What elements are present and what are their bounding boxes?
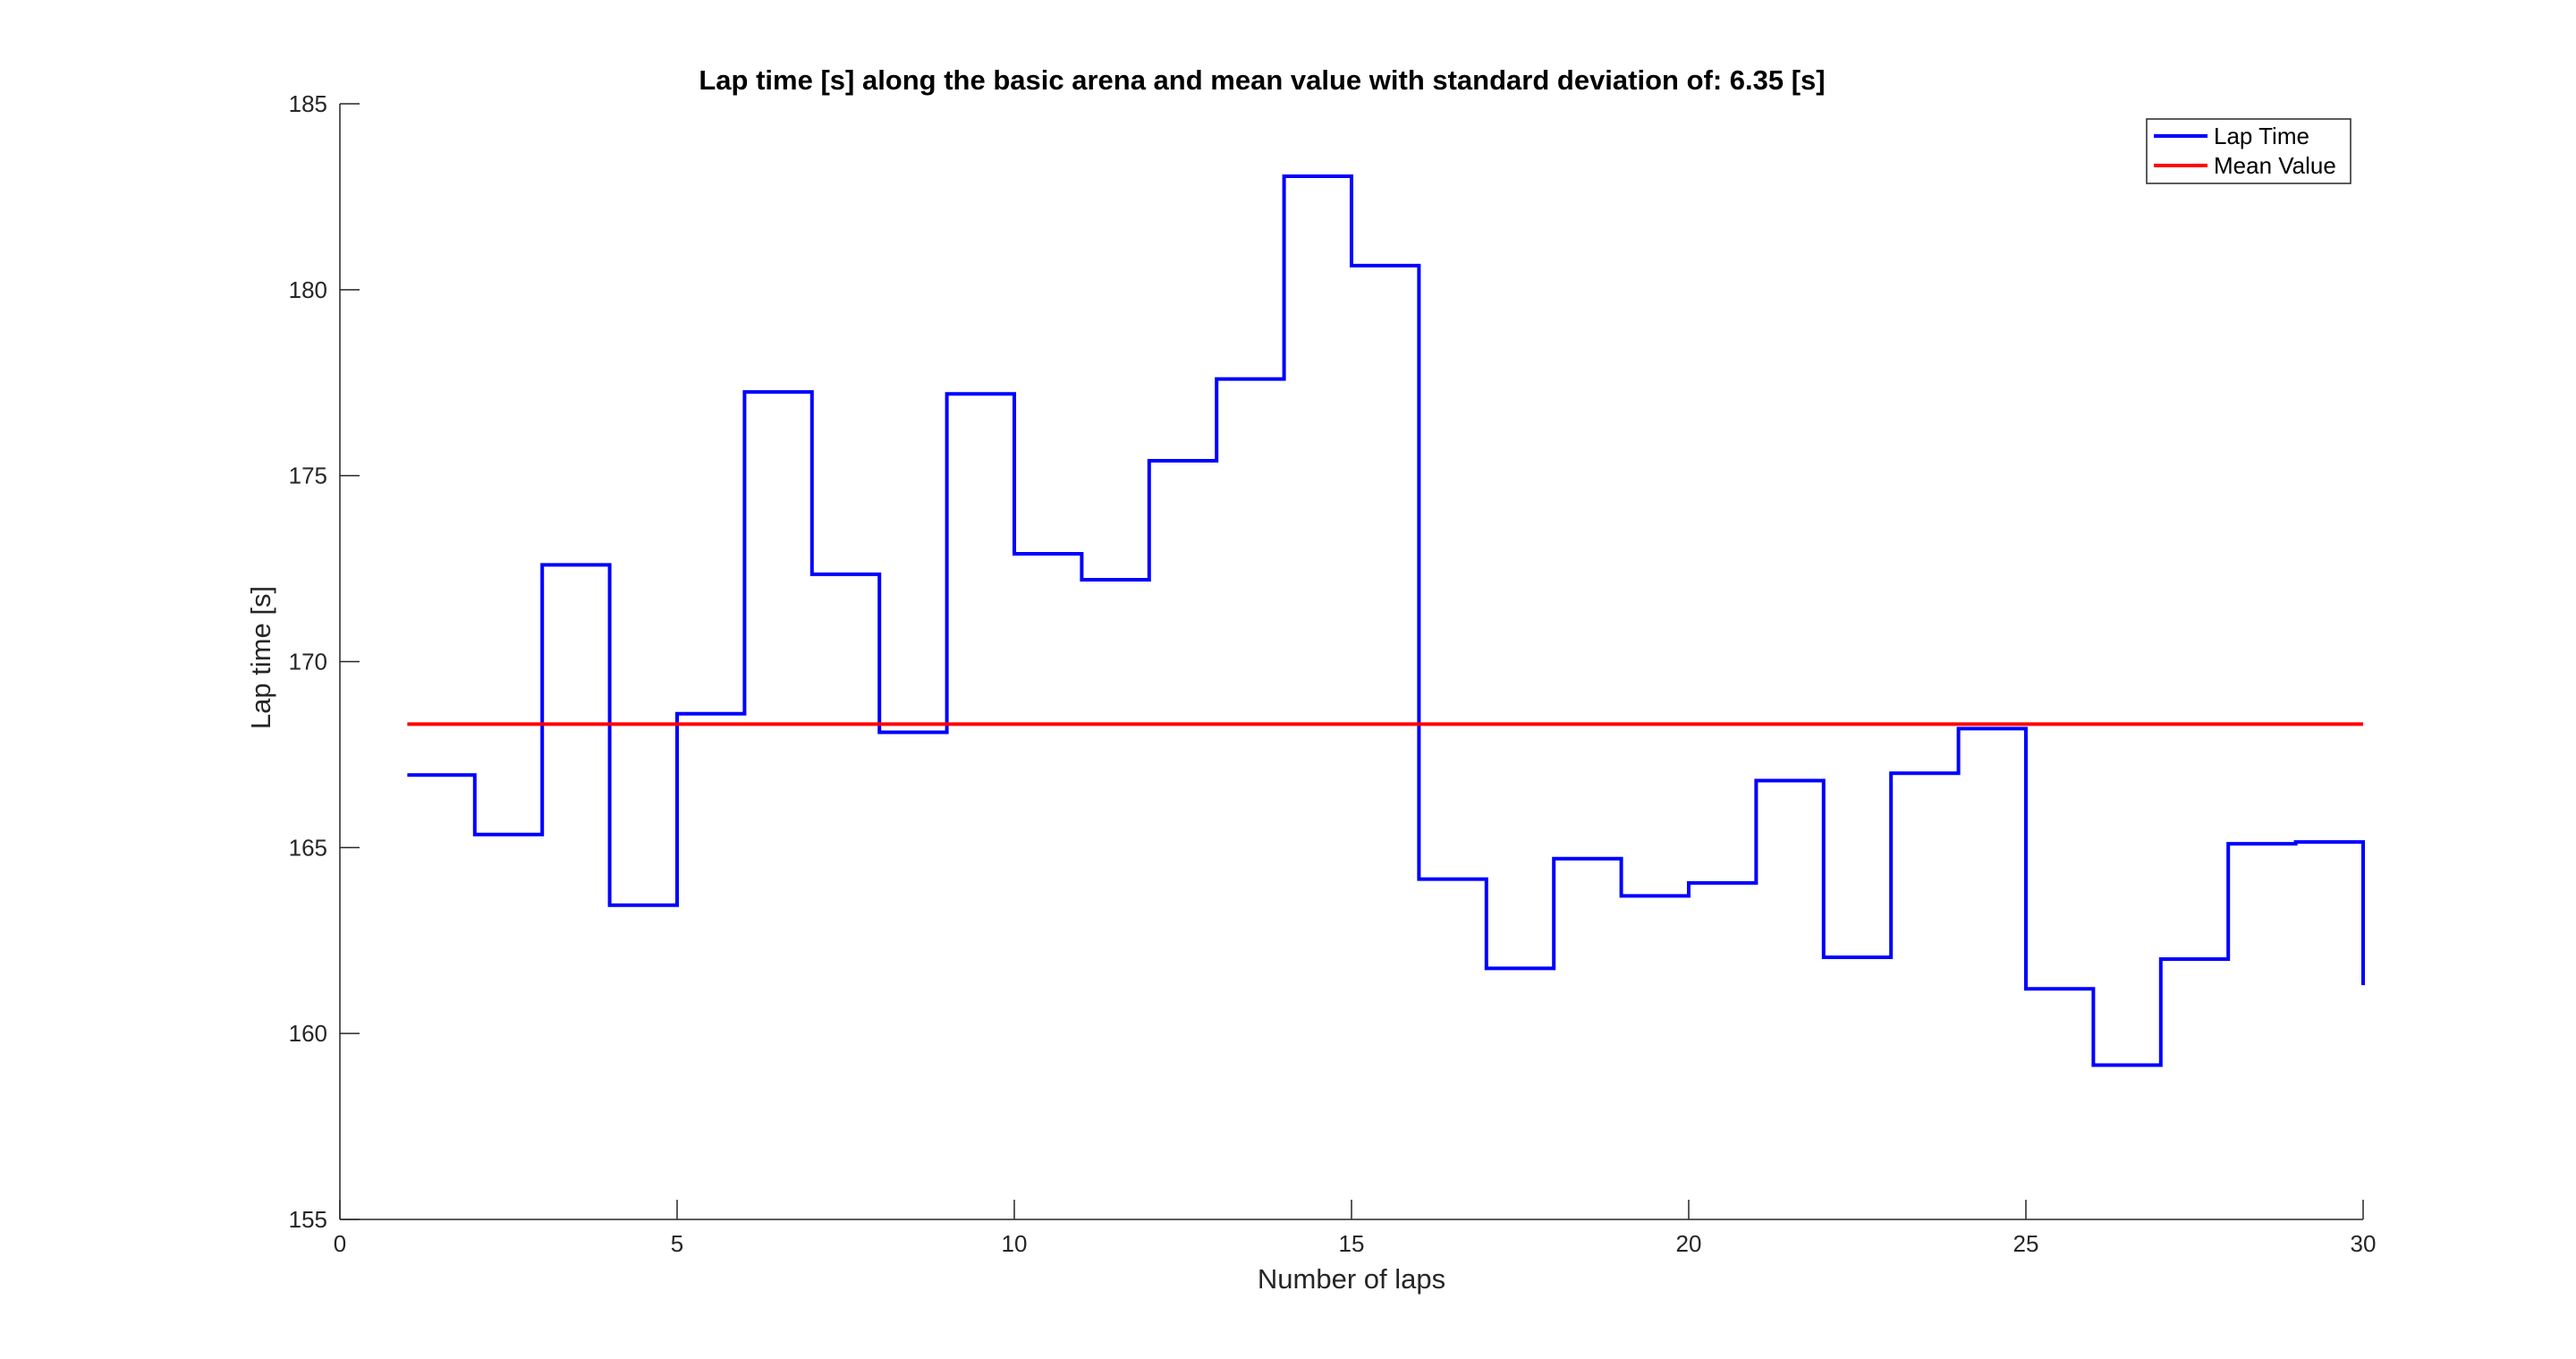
y-tick-label: 165 [289, 834, 327, 861]
y-tick-label: 155 [289, 1206, 327, 1233]
legend: Lap Time Mean Value [2146, 118, 2351, 184]
x-tick-label: 20 [1676, 1230, 1702, 1257]
x-tick-label: 5 [671, 1230, 683, 1257]
y-tick-label: 170 [289, 649, 327, 675]
x-tick-label: 0 [334, 1230, 346, 1257]
legend-label: Lap Time [2214, 123, 2309, 149]
y-tick-label: 180 [289, 276, 327, 303]
x-tick-label: 15 [1339, 1230, 1365, 1257]
y-axis-label: Lap time [s] [245, 586, 276, 729]
chart-title: Lap time [s] along the basic arena and m… [699, 64, 1825, 96]
y-tick-label: 175 [289, 463, 327, 489]
legend-box [2146, 118, 2351, 184]
axes: 0 5 10 15 20 25 30 155 160 165 170 175 180 185 [289, 90, 2377, 1257]
series-line-lap-time [407, 174, 2365, 1067]
plot-area [407, 174, 2365, 1067]
x-tick-label: 25 [2013, 1230, 2039, 1257]
x-axis-label: Number of laps [1258, 1263, 1445, 1295]
y-tick-label: 185 [289, 90, 327, 117]
x-tick-label: 10 [1002, 1230, 1028, 1257]
x-tick-label: 30 [2351, 1230, 2377, 1257]
legend-label: Mean Value [2214, 152, 2336, 179]
y-tick-label: 160 [289, 1020, 327, 1047]
